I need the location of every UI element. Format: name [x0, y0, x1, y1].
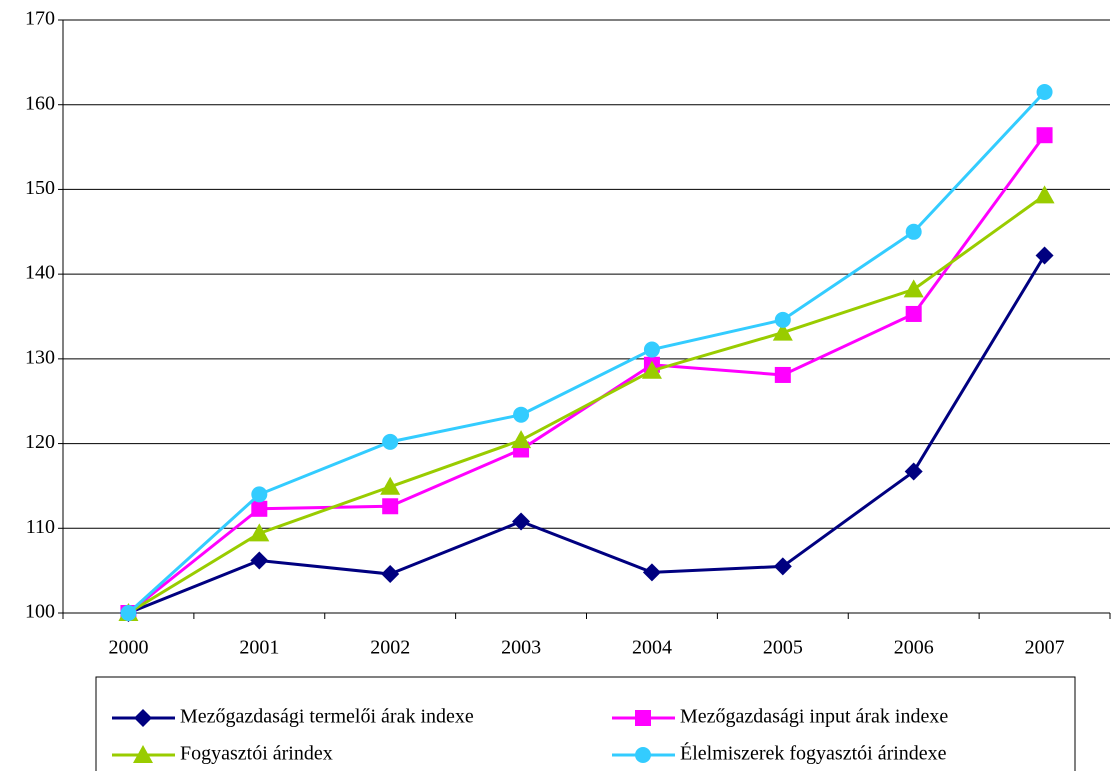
marker [382, 498, 399, 515]
marker [1036, 127, 1053, 144]
y-tick-label: 120 [25, 431, 55, 453]
y-tick-label: 150 [25, 177, 55, 199]
y-tick-label: 140 [25, 262, 55, 284]
marker [772, 322, 793, 341]
marker [642, 563, 661, 582]
y-tick-label: 110 [26, 516, 55, 538]
marker [903, 279, 924, 298]
x-tick-label: 2005 [763, 637, 803, 659]
marker [774, 311, 791, 328]
marker [251, 500, 268, 517]
legend-marker [635, 747, 651, 763]
marker [512, 512, 531, 531]
marker [511, 430, 532, 449]
x-tick-label: 2002 [370, 637, 410, 659]
marker [905, 305, 922, 322]
marker [120, 605, 137, 621]
marker [1034, 185, 1055, 204]
legend-label: Fogyasztói árindex [180, 743, 333, 765]
legend-marker [133, 745, 153, 763]
marker [641, 360, 662, 379]
x-tick-label: 2001 [239, 637, 279, 659]
marker [251, 486, 268, 503]
legend-marker [134, 709, 152, 727]
x-tick-label: 2000 [108, 637, 148, 659]
y-tick-label: 100 [25, 601, 55, 623]
legend-box [95, 676, 1076, 776]
marker [382, 433, 399, 450]
marker [1035, 246, 1054, 265]
x-tick-label: 2006 [894, 637, 934, 659]
x-tick-label: 2004 [632, 637, 672, 659]
y-tick-label: 170 [25, 8, 55, 30]
series-line [127, 254, 1046, 615]
y-tick-label: 130 [25, 346, 55, 368]
legend-label: Mezőgazdasági termelői árak indexe [180, 706, 474, 728]
legend-marker [635, 710, 651, 726]
x-tick-label: 2003 [501, 637, 541, 659]
series-line [127, 194, 1046, 615]
marker [773, 557, 792, 576]
marker [250, 551, 269, 570]
legend-label: Élelmiszerek fogyasztói árindexe [680, 742, 947, 765]
marker [513, 406, 530, 423]
marker [904, 462, 923, 481]
marker [380, 476, 401, 495]
marker [774, 366, 791, 383]
y-tick-label: 160 [25, 92, 55, 114]
marker [643, 341, 660, 358]
marker [905, 223, 922, 240]
x-tick-label: 2007 [1025, 637, 1065, 659]
marker [249, 523, 270, 542]
series-line [127, 90, 1046, 615]
marker [381, 565, 400, 584]
marker [1036, 84, 1053, 101]
legend-label: Mezőgazdasági input árak indexe [680, 706, 948, 728]
